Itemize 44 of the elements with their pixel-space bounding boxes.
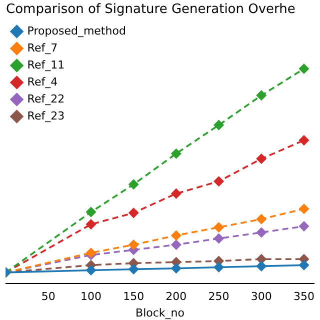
- legend-label: Proposed_method: [27, 24, 126, 38]
- point: [86, 219, 96, 230]
- legend-label: Ref_22: [27, 92, 65, 106]
- point: [171, 230, 182, 240]
- legend-label: Ref_23: [27, 109, 65, 122]
- point: [214, 176, 224, 186]
- point: [128, 264, 138, 274]
- point: [171, 188, 182, 198]
- point: [86, 248, 96, 258]
- point: [256, 214, 266, 224]
- point: [214, 120, 224, 130]
- x-tick-label: 350: [293, 290, 314, 304]
- x-tick-label: 300: [250, 290, 272, 304]
- point: [128, 240, 138, 250]
- point: [128, 208, 138, 218]
- x-tick-label: 250: [208, 290, 230, 304]
- point: [299, 135, 309, 146]
- point: [256, 90, 266, 100]
- point: [86, 207, 96, 217]
- legend-label: Ref_11: [27, 58, 65, 72]
- point: [299, 260, 309, 270]
- chart-title: Comparison of Signature Generation Overhe: [5, 1, 296, 19]
- x-axis-title: Block_no: [136, 306, 185, 320]
- x-tick-label: 200: [166, 290, 187, 304]
- point: [299, 221, 309, 232]
- x-tick-label: 50: [41, 290, 56, 304]
- point: [214, 234, 224, 244]
- point: [214, 262, 224, 272]
- point: [256, 254, 266, 264]
- point: [299, 64, 309, 74]
- point: [171, 148, 182, 159]
- legend-label: Ref_4: [27, 75, 58, 88]
- point: [171, 240, 182, 250]
- point: [171, 263, 182, 274]
- legend-label: Ref_7: [27, 41, 58, 54]
- point: [256, 154, 266, 164]
- point: [86, 265, 96, 276]
- point: [256, 228, 266, 238]
- x-tick-label: 100: [80, 290, 102, 304]
- point: [128, 179, 138, 190]
- point: [299, 204, 309, 214]
- point: [214, 222, 224, 232]
- point: [256, 261, 266, 272]
- x-tick-label: 150: [123, 290, 144, 304]
